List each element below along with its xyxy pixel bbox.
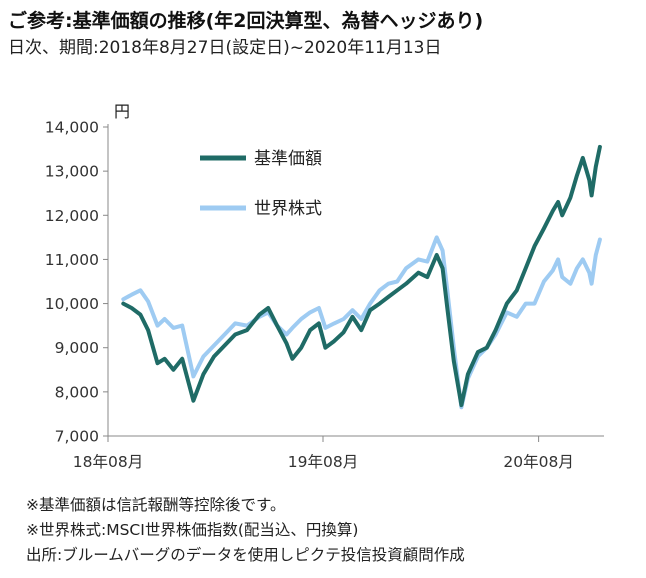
y-tick-label: 13,000 <box>45 163 99 181</box>
legend-label-nav: 基準価額 <box>254 149 322 169</box>
y-tick-label: 9,000 <box>55 339 99 357</box>
y-tick-label: 10,000 <box>45 295 99 313</box>
footnote-index: ※世界株式:MSCI世界株価指数(配当込、円換算) <box>26 521 359 539</box>
x-tick-label: 20年08月 <box>503 453 573 471</box>
footnote-source: 出所:ブルームバーグのデータを使用しピクテ投信投資顧問作成 <box>26 546 465 564</box>
y-tick-label: 14,000 <box>45 119 99 137</box>
y-tick-label: 8,000 <box>55 383 99 401</box>
x-tick-label: 18年08月 <box>73 453 143 471</box>
y-axis-unit: 円 <box>114 102 130 121</box>
page-subtitle: 日次、期間:2018年8月27日(設定日)~2020年11月13日 <box>8 38 442 58</box>
footnote-fee: ※基準価額は信託報酬等控除後です。 <box>26 496 286 514</box>
y-tick-label: 11,000 <box>45 251 99 269</box>
series-line-nav <box>121 144 602 408</box>
y-tick-label: 7,000 <box>55 428 99 446</box>
y-tick-label: 12,000 <box>45 207 99 225</box>
legend-label-world-equity: 世界株式 <box>254 199 322 219</box>
series-line-world-equity <box>121 235 602 410</box>
page-title: ご参考:基準価額の推移(年2回決算型、為替ヘッジあり) <box>8 10 484 32</box>
x-tick-label: 19年08月 <box>288 453 358 471</box>
